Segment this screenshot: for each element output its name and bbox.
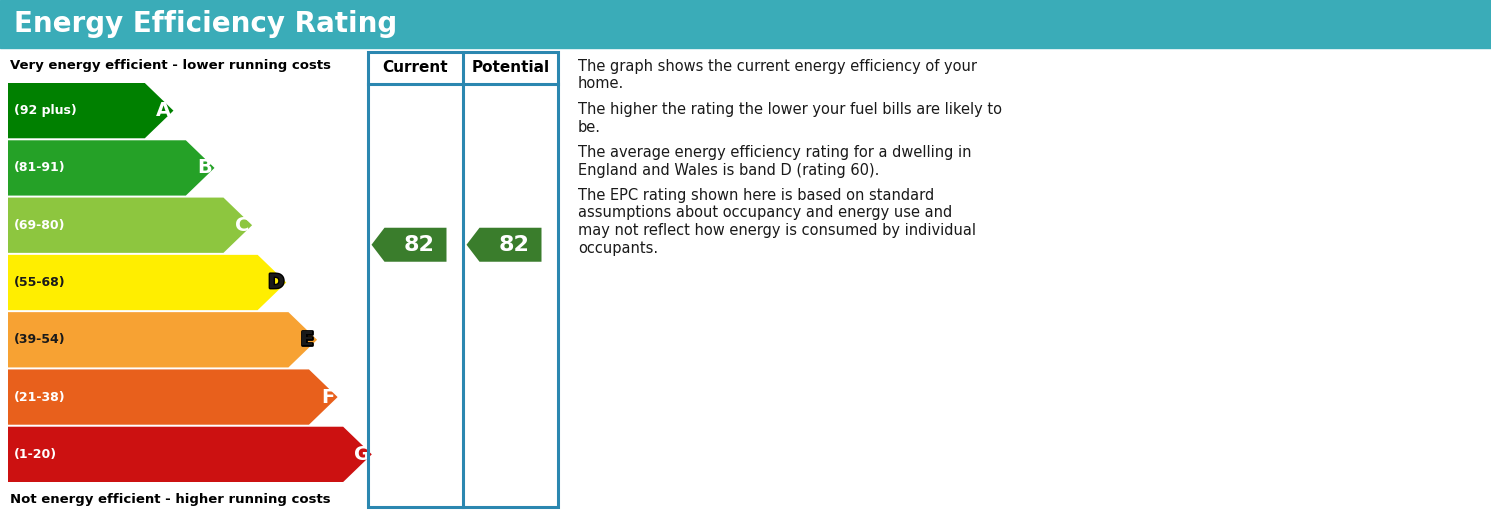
Text: Current: Current (383, 61, 449, 75)
Text: 82: 82 (499, 235, 529, 255)
Text: Not energy efficient - higher running costs: Not energy efficient - higher running co… (10, 493, 331, 505)
Text: G: G (353, 445, 370, 464)
Text: home.: home. (579, 76, 625, 92)
Polygon shape (7, 198, 252, 253)
Text: C: C (236, 216, 249, 235)
Text: may not reflect how energy is consumed by individual: may not reflect how energy is consumed b… (579, 223, 977, 238)
Text: assumptions about occupancy and energy use and: assumptions about occupancy and energy u… (579, 206, 953, 220)
Polygon shape (7, 140, 215, 196)
Polygon shape (7, 255, 286, 310)
Text: 82: 82 (404, 235, 435, 255)
Text: The higher the rating the lower your fuel bills are likely to: The higher the rating the lower your fue… (579, 102, 1002, 117)
Text: Potential: Potential (471, 61, 550, 75)
Polygon shape (7, 369, 337, 425)
Text: Very energy efficient - lower running costs: Very energy efficient - lower running co… (10, 60, 331, 73)
Polygon shape (371, 228, 446, 262)
Text: E: E (300, 330, 313, 349)
Bar (0, 0, 1491, 48)
Text: (21-38): (21-38) (13, 391, 66, 404)
Text: The EPC rating shown here is based on standard: The EPC rating shown here is based on st… (579, 188, 935, 203)
Text: The graph shows the current energy efficiency of your: The graph shows the current energy effic… (579, 59, 977, 74)
Text: (55-68): (55-68) (13, 276, 66, 289)
Text: The average energy efficiency rating for a dwelling in: The average energy efficiency rating for… (579, 145, 972, 160)
Polygon shape (7, 312, 318, 367)
Text: (92 plus): (92 plus) (13, 104, 76, 117)
Text: (81-91): (81-91) (13, 161, 66, 174)
Text: Energy Efficiency Rating: Energy Efficiency Rating (13, 10, 397, 38)
Polygon shape (7, 83, 173, 138)
Text: (69-80): (69-80) (13, 219, 66, 232)
Text: (39-54): (39-54) (13, 333, 66, 346)
Text: be.: be. (579, 120, 601, 134)
Text: F: F (321, 387, 334, 406)
Text: England and Wales is band D (rating 60).: England and Wales is band D (rating 60). (579, 162, 880, 178)
Text: D: D (268, 273, 285, 292)
Bar (368, 52, 558, 507)
Text: B: B (197, 159, 212, 178)
Polygon shape (467, 228, 541, 262)
Text: (1-20): (1-20) (13, 448, 57, 461)
Text: A: A (157, 101, 171, 120)
Text: occupants.: occupants. (579, 240, 658, 256)
Polygon shape (7, 427, 371, 482)
